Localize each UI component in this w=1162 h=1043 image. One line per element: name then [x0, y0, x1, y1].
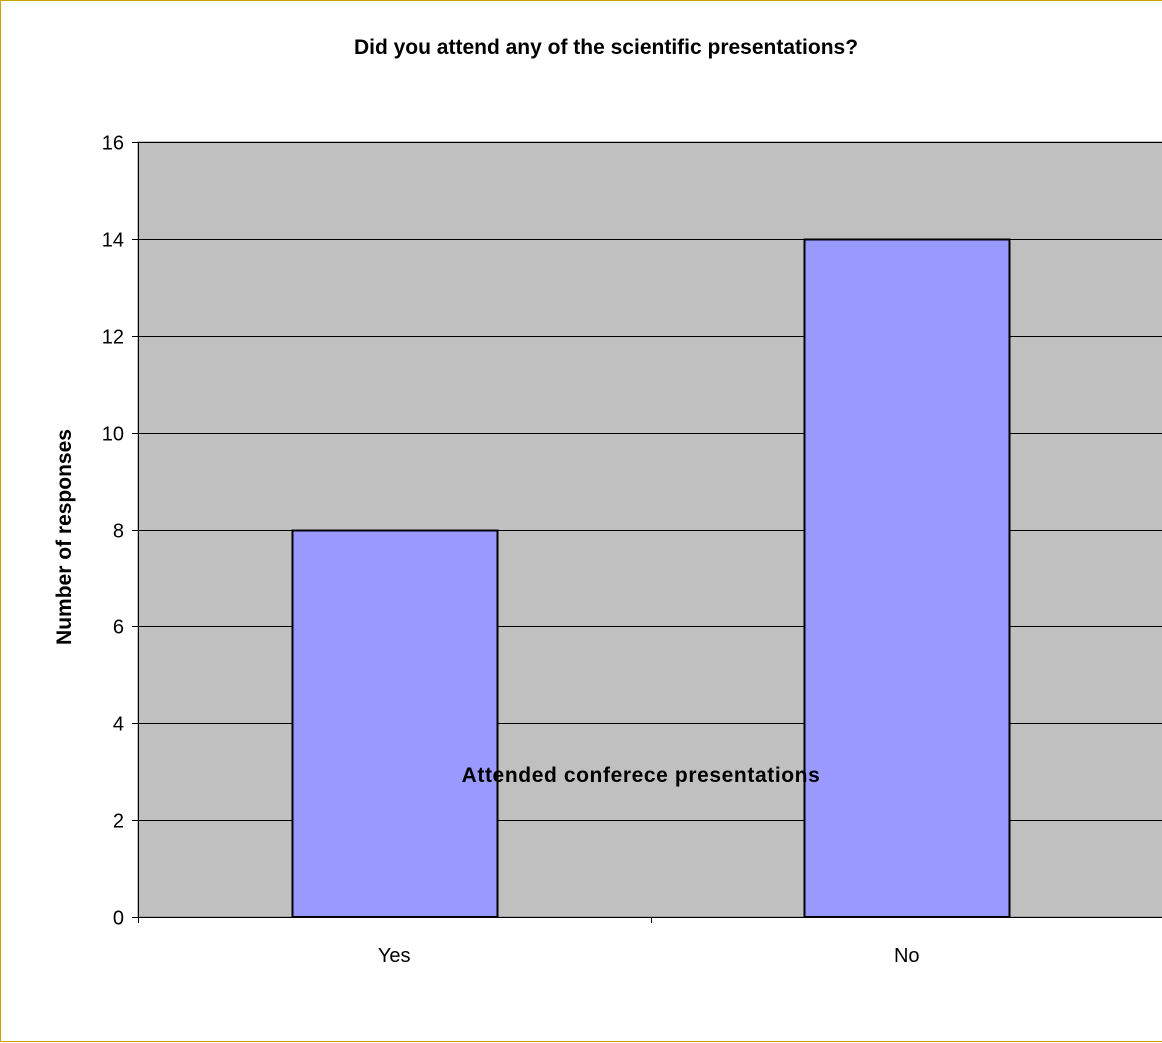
y-tick-label: 16	[102, 133, 124, 155]
x-tick-label: Yes	[378, 945, 411, 967]
y-tick-label: 6	[113, 617, 124, 639]
y-tick-label: 4	[113, 714, 124, 736]
y-tick-labels: 0 2 4 6 8 10 12 14 16	[102, 133, 124, 930]
y-tick-label: 10	[102, 424, 124, 446]
y-tick-label: 14	[102, 230, 124, 252]
axes	[132, 142, 1162, 923]
bar-yes	[291, 529, 499, 918]
x-tick-labels: Yes No	[378, 945, 920, 967]
y-axis-title: Number of responses	[53, 429, 76, 645]
y-tick-label: 0	[113, 908, 124, 930]
bars	[291, 238, 1011, 918]
chart-title: Did you attend any of the scientific pre…	[354, 36, 858, 59]
y-tick-label: 12	[102, 327, 124, 349]
bar-no	[803, 238, 1011, 918]
y-tick-label: 2	[113, 811, 124, 833]
x-axis-title: Attended conferece presentations	[462, 764, 821, 787]
y-tick-label: 8	[113, 521, 124, 543]
x-tick-label: No	[894, 945, 920, 967]
